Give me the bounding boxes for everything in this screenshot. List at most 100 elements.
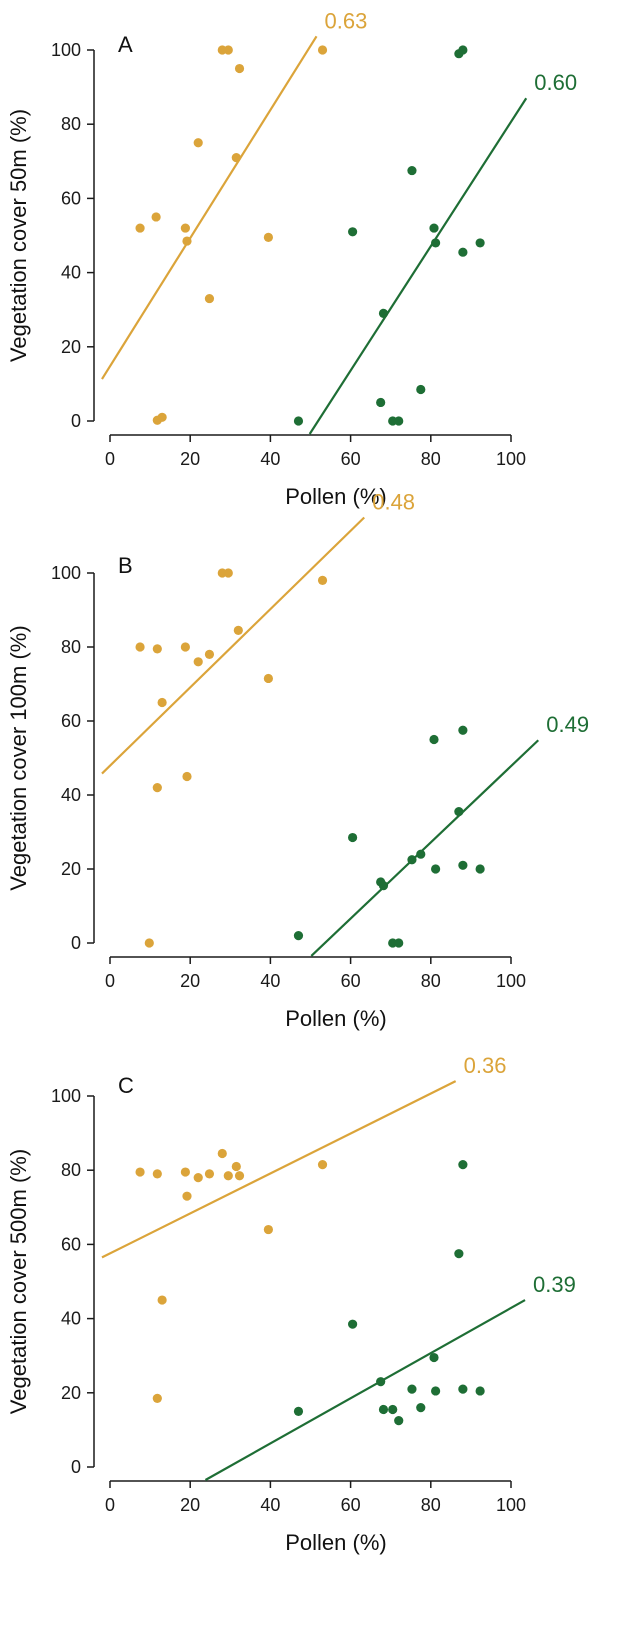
y-tick-label: 100: [51, 563, 81, 583]
data-point: [348, 1319, 358, 1329]
data-point: [157, 412, 167, 422]
data-point: [152, 1169, 162, 1179]
x-tick-label: 60: [341, 449, 361, 469]
y-tick-label: 40: [61, 785, 81, 805]
data-point: [458, 725, 468, 735]
series-green: 0.60: [293, 45, 577, 435]
data-point: [348, 832, 358, 843]
x-tick-label: 100: [496, 449, 526, 469]
data-point: [223, 1171, 233, 1181]
data-point: [223, 45, 233, 55]
scatter-panel-b: 0 20 40 60 80 100 0 20 40 60 80 100 Pollen (%) Vegeta…: [6, 490, 589, 1032]
data-point: [429, 734, 439, 745]
correlation-label: 0.63: [325, 8, 368, 33]
y-tick-label: 0: [71, 411, 81, 431]
y-tick-label: 40: [61, 263, 81, 283]
data-point: [233, 625, 243, 635]
data-point: [317, 575, 328, 586]
data-point: [394, 1416, 404, 1426]
data-point: [394, 416, 404, 426]
y-tick-label: 0: [71, 933, 81, 953]
data-point: [431, 864, 441, 874]
x-tick-label: 80: [421, 449, 441, 469]
series-yellow: 0.48: [101, 490, 415, 948]
regression-line: [101, 1080, 457, 1259]
x-tick-label: 0: [105, 449, 115, 469]
y-axis-label: Vegetation cover 500m (%): [6, 1149, 31, 1414]
regression-line: [101, 516, 366, 775]
x-tick-label: 100: [496, 1495, 526, 1515]
data-point: [193, 657, 203, 667]
correlation-label: 0.48: [372, 490, 415, 515]
scatter-panel-c: 0 20 40 60 80 100 0 20 40 60 80 100 Pollen (%) Vegeta…: [6, 1053, 576, 1555]
data-point: [454, 807, 464, 817]
y-tick-label: 80: [61, 1160, 81, 1180]
data-point: [263, 1224, 273, 1235]
data-point: [231, 152, 241, 163]
series-green: 0.39: [204, 1160, 576, 1481]
x-tick-label: 20: [180, 971, 200, 991]
correlation-label: 0.60: [534, 70, 577, 95]
x-tick-label: 40: [260, 971, 280, 991]
data-point: [151, 212, 161, 222]
data-point: [416, 849, 426, 859]
y-tick-label: 20: [61, 1383, 81, 1403]
data-point: [135, 642, 145, 652]
y-tick-label: 80: [61, 637, 81, 657]
data-point: [234, 63, 245, 74]
data-point: [429, 1352, 439, 1363]
y-tick-label: 60: [61, 711, 81, 731]
data-point: [231, 1161, 241, 1172]
data-point: [193, 1173, 203, 1183]
data-point: [416, 384, 426, 395]
panel-letter: B: [118, 553, 133, 578]
data-point: [376, 1377, 386, 1387]
data-point: [152, 1393, 162, 1403]
y-tick-label: 100: [51, 40, 81, 60]
data-point: [458, 247, 468, 257]
data-point: [475, 1386, 485, 1396]
data-point: [317, 45, 328, 55]
correlation-label: 0.39: [533, 1272, 576, 1297]
y-tick-label: 40: [61, 1309, 81, 1329]
data-point: [317, 1160, 328, 1170]
x-tick-label: 100: [496, 971, 526, 991]
x-tick-label: 60: [341, 1495, 361, 1515]
panel-letter: C: [118, 1073, 134, 1098]
y-tick-label: 20: [61, 337, 81, 357]
data-point: [475, 238, 485, 248]
x-tick-label: 20: [180, 449, 200, 469]
data-point: [217, 1148, 227, 1159]
x-tick-label: 80: [421, 1495, 441, 1515]
y-tick-label: 80: [61, 114, 81, 134]
y-tick-label: 60: [61, 188, 81, 208]
data-point: [458, 45, 468, 55]
data-point: [394, 938, 404, 948]
series-yellow: 0.36: [101, 1053, 506, 1403]
series-yellow: 0.63: [101, 8, 368, 425]
data-point: [458, 1160, 468, 1170]
data-point: [234, 1171, 245, 1181]
regression-line: [310, 739, 540, 957]
data-point: [378, 308, 389, 319]
data-point: [407, 165, 417, 176]
data-point: [293, 416, 304, 426]
x-tick-label: 40: [260, 1495, 280, 1515]
data-point: [135, 223, 145, 233]
x-tick-label: 60: [341, 971, 361, 991]
data-point: [223, 568, 233, 578]
data-point: [431, 238, 441, 248]
y-tick-label: 20: [61, 859, 81, 879]
scatter-panel-a: 0 20 40 60 80 100 0 20 40 60 80 100 Pollen (%) Vegeta…: [6, 8, 577, 509]
data-point: [152, 783, 162, 793]
data-point: [182, 1191, 192, 1201]
regression-line: [204, 1299, 526, 1481]
data-point: [293, 931, 304, 941]
data-point: [204, 649, 215, 660]
x-tick-label: 20: [180, 1495, 200, 1515]
data-point: [407, 855, 417, 865]
x-tick-label: 80: [421, 971, 441, 991]
data-point: [263, 673, 273, 684]
y-axis-label: Vegetation cover 100m (%): [6, 625, 31, 890]
data-point: [157, 1295, 167, 1305]
